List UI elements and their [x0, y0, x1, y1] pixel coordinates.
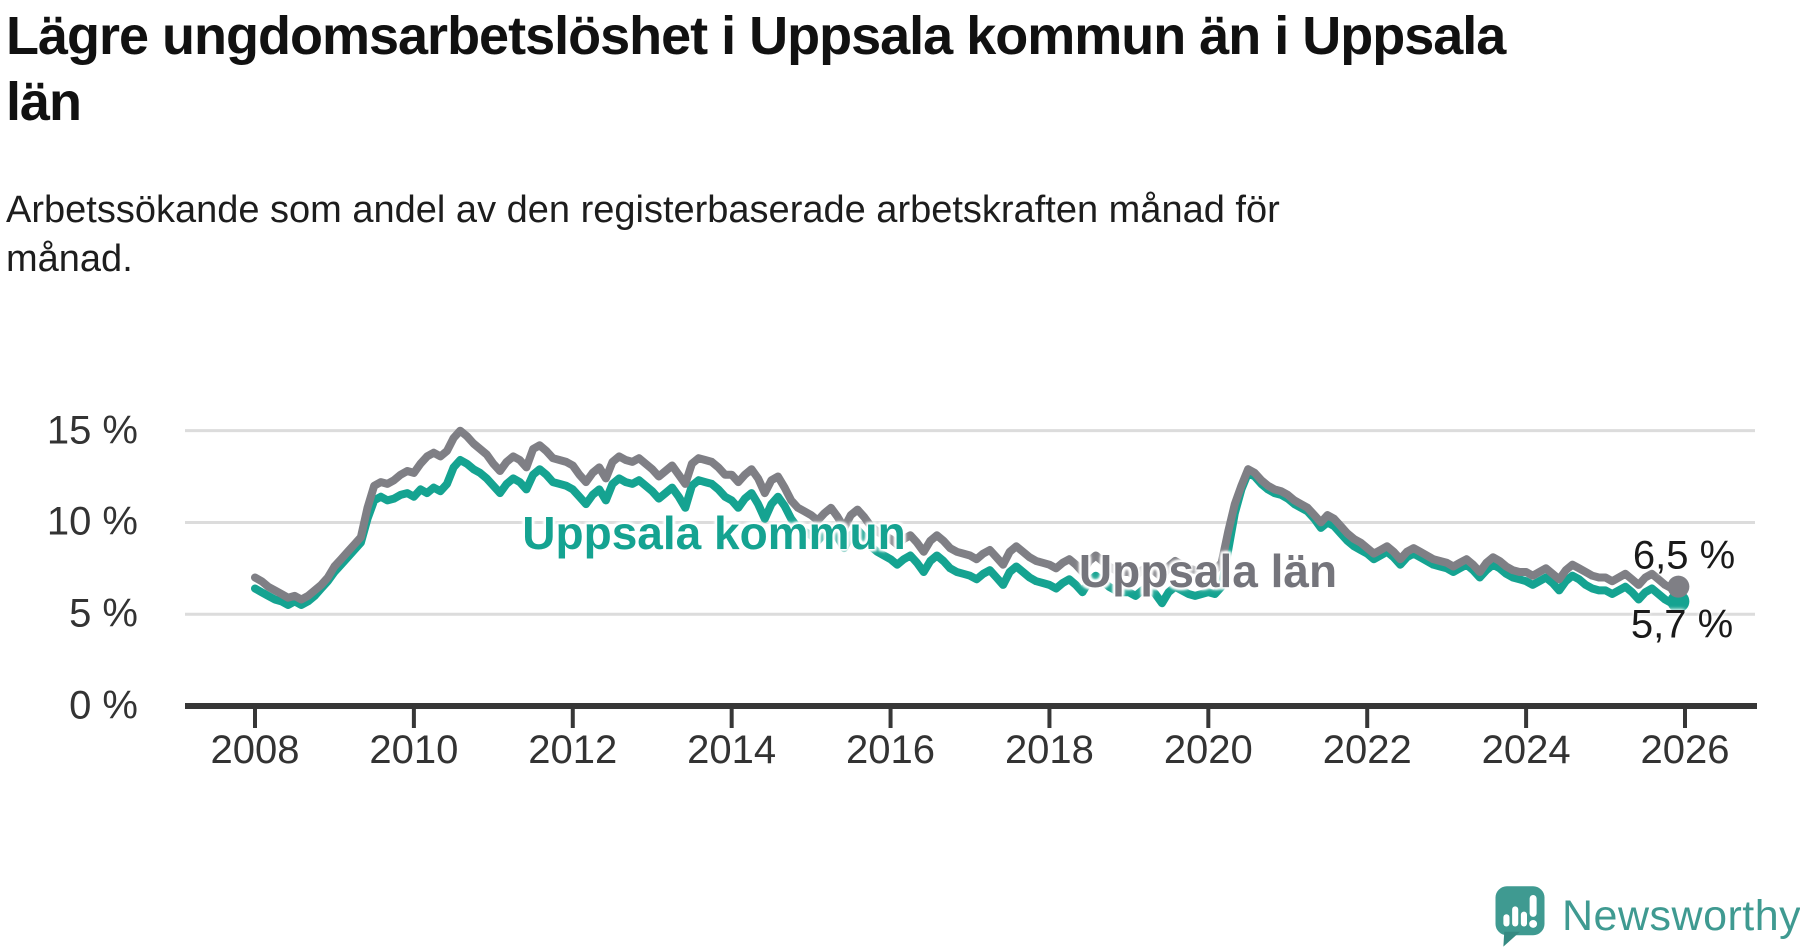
x-tick-label-2024: 2024: [1481, 728, 1571, 772]
series-label-uppsala-kommun: Uppsala kommun: [522, 507, 906, 559]
end-value-uppsala-lan: 6,5 %: [1632, 533, 1736, 578]
x-tick-label-2010: 2010: [369, 728, 459, 772]
x-tick-label-2022: 2022: [1322, 728, 1412, 772]
x-axis: [185, 703, 1757, 728]
x-tick-label-2016: 2016: [846, 728, 936, 772]
branding: Newsworthy: [1492, 884, 1800, 948]
chart-title-line1: Lägre ungdomsarbetslöshet i Uppsala komm…: [6, 6, 1506, 66]
x-tick-label-2026: 2026: [1640, 728, 1730, 772]
y-tick-label-15: 15 %: [46, 408, 138, 453]
end-value-uppsala-kommun: 5,7 %: [1630, 602, 1734, 647]
chart-subtitle: Arbetssökande som andel av den registerb…: [6, 186, 1506, 285]
end-dot-uppsala-l-n: [1667, 575, 1690, 598]
x-tick-label-2014: 2014: [687, 728, 777, 772]
x-tick-label-2020: 2020: [1163, 728, 1253, 772]
chart-subtitle-line2: månad.: [6, 238, 133, 281]
series-lines: [251, 426, 1690, 613]
y-tick-label-5: 5 %: [69, 591, 138, 636]
branding-name: Newsworthy: [1562, 891, 1800, 940]
gridlines: [185, 429, 1755, 616]
x-tick-label-2018: 2018: [1004, 728, 1094, 772]
chart-title: Lägre ungdomsarbetslöshet i Uppsala komm…: [6, 4, 1776, 136]
newsworthy-speech-bubble-chart-icon: [1495, 886, 1545, 947]
y-tick-label-10: 10 %: [46, 499, 138, 544]
line-uppsala-l-n: [251, 426, 1683, 604]
line-uppsala-kommun: [251, 456, 1683, 609]
x-tick-label-2008: 2008: [210, 728, 300, 772]
y-tick-label-0: 0 %: [69, 683, 138, 728]
x-tick-label-2012: 2012: [528, 728, 618, 772]
chart-subtitle-line1: Arbetssökande som andel av den registerb…: [6, 189, 1280, 231]
chart-title-line2: län: [6, 71, 82, 132]
series-label-uppsala-lan: Uppsala län: [1078, 545, 1338, 597]
